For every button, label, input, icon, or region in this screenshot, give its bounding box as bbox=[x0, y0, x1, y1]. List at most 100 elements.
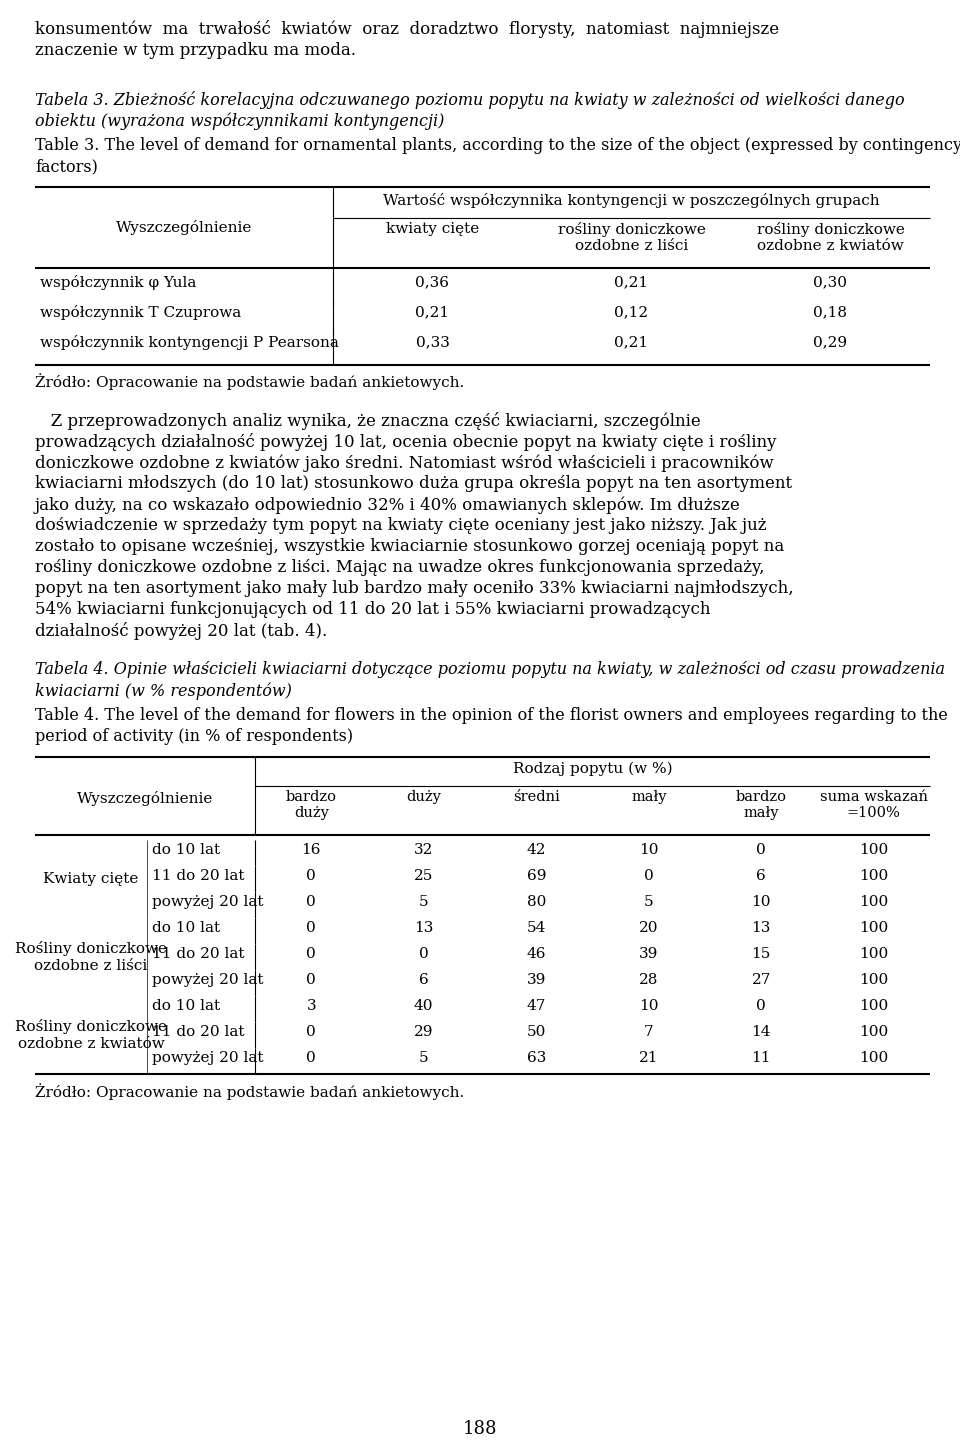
Text: 27: 27 bbox=[752, 973, 771, 987]
Text: 0,21: 0,21 bbox=[614, 274, 649, 289]
Text: 0: 0 bbox=[306, 1051, 316, 1064]
Text: rośliny doniczkowe
ozdobne z liści: rośliny doniczkowe ozdobne z liści bbox=[558, 222, 706, 253]
Text: Wartość współczynnika kontyngencji w poszczególnych grupach: Wartość współczynnika kontyngencji w pos… bbox=[383, 193, 879, 208]
Text: jako duży, na co wskazało odpowiednio 32% i 40% omawianych sklepów. Im dłuższe: jako duży, na co wskazało odpowiednio 32… bbox=[35, 497, 741, 514]
Text: Wyszczególnienie: Wyszczególnienie bbox=[116, 221, 252, 235]
Text: 15: 15 bbox=[752, 947, 771, 961]
Text: 21: 21 bbox=[639, 1051, 659, 1064]
Text: 0,21: 0,21 bbox=[416, 305, 449, 319]
Text: 6: 6 bbox=[419, 973, 428, 987]
Text: 13: 13 bbox=[414, 921, 433, 935]
Text: 0,18: 0,18 bbox=[813, 305, 848, 319]
Text: 6: 6 bbox=[756, 868, 766, 883]
Text: 5: 5 bbox=[419, 894, 428, 909]
Text: doniczkowe ozdobne z kwiatów jako średni. Natomiast wśród właścicieli i pracowni: doniczkowe ozdobne z kwiatów jako średni… bbox=[35, 454, 774, 472]
Text: do 10 lat: do 10 lat bbox=[152, 921, 220, 935]
Text: 0,36: 0,36 bbox=[416, 274, 449, 289]
Text: 63: 63 bbox=[527, 1051, 546, 1064]
Text: do 10 lat: do 10 lat bbox=[152, 844, 220, 857]
Text: 80: 80 bbox=[527, 894, 546, 909]
Text: powyżej 20 lat: powyżej 20 lat bbox=[152, 894, 263, 909]
Text: do 10 lat: do 10 lat bbox=[152, 999, 220, 1013]
Text: 11 do 20 lat: 11 do 20 lat bbox=[152, 947, 245, 961]
Text: znaczenie w tym przypadku ma moda.: znaczenie w tym przypadku ma moda. bbox=[35, 42, 356, 60]
Text: średni: średni bbox=[513, 790, 560, 804]
Text: 54: 54 bbox=[527, 921, 546, 935]
Text: Tabela 4. Opinie właścicieli kwiaciarni dotyczące poziomu popytu na kwiaty, w za: Tabela 4. Opinie właścicieli kwiaciarni … bbox=[35, 661, 945, 678]
Text: 0: 0 bbox=[644, 868, 654, 883]
Text: 40: 40 bbox=[414, 999, 434, 1013]
Text: zostało to opisane wcześniej, wszystkie kwiaciarnie stosunkowo gorzej oceniają p: zostało to opisane wcześniej, wszystkie … bbox=[35, 539, 784, 555]
Text: rośliny doniczkowe ozdobne z liści. Mając na uwadze okres funkcjonowania sprzeda: rośliny doniczkowe ozdobne z liści. Mają… bbox=[35, 559, 764, 576]
Text: 0,12: 0,12 bbox=[614, 305, 649, 319]
Text: 16: 16 bbox=[301, 844, 321, 857]
Text: 0: 0 bbox=[306, 868, 316, 883]
Text: 100: 100 bbox=[859, 1051, 888, 1064]
Text: 0: 0 bbox=[306, 973, 316, 987]
Text: 0,21: 0,21 bbox=[614, 335, 649, 348]
Text: 25: 25 bbox=[414, 868, 433, 883]
Text: period of activity (in % of respondents): period of activity (in % of respondents) bbox=[35, 727, 353, 745]
Text: 100: 100 bbox=[859, 894, 888, 909]
Text: 100: 100 bbox=[859, 999, 888, 1013]
Text: konsumentów  ma  trwałość  kwiatów  oraz  doradztwo  florysty,  natomiast  najmn: konsumentów ma trwałość kwiatów oraz dor… bbox=[35, 20, 780, 38]
Text: 28: 28 bbox=[639, 973, 659, 987]
Text: Żródło: Opracowanie na podstawie badań ankietowych.: Żródło: Opracowanie na podstawie badań a… bbox=[35, 373, 465, 389]
Text: współczynnik φ Yula: współczynnik φ Yula bbox=[40, 274, 197, 290]
Text: Tabela 3. Zbieżność korelacyjna odczuwanego poziomu popytu na kwiaty w zależnośc: Tabela 3. Zbieżność korelacyjna odczuwan… bbox=[35, 91, 904, 109]
Text: 0: 0 bbox=[306, 947, 316, 961]
Text: 7: 7 bbox=[644, 1025, 654, 1040]
Text: działalność powyżej 20 lat (tab. 4).: działalność powyżej 20 lat (tab. 4). bbox=[35, 621, 327, 640]
Text: kwiaciarni (w % respondentów): kwiaciarni (w % respondentów) bbox=[35, 682, 292, 700]
Text: 188: 188 bbox=[463, 1420, 497, 1437]
Text: 5: 5 bbox=[419, 1051, 428, 1064]
Text: Żródło: Opracowanie na podstawie badań ankietowych.: Żródło: Opracowanie na podstawie badań a… bbox=[35, 1083, 465, 1099]
Text: mały: mały bbox=[631, 790, 666, 804]
Text: Kwiaty cięte: Kwiaty cięte bbox=[43, 873, 138, 886]
Text: suma wskazań
=100%: suma wskazań =100% bbox=[820, 790, 927, 820]
Text: 10: 10 bbox=[639, 844, 659, 857]
Text: factors): factors) bbox=[35, 158, 98, 176]
Text: 20: 20 bbox=[639, 921, 659, 935]
Text: 100: 100 bbox=[859, 973, 888, 987]
Text: 100: 100 bbox=[859, 1025, 888, 1040]
Text: 0: 0 bbox=[756, 844, 766, 857]
Text: kwiaty cięte: kwiaty cięte bbox=[386, 222, 479, 237]
Text: bardzo
mały: bardzo mały bbox=[735, 790, 787, 820]
Text: 5: 5 bbox=[644, 894, 654, 909]
Text: 50: 50 bbox=[527, 1025, 546, 1040]
Text: prowadzących działalność powyżej 10 lat, ocenia obecnie popyt na kwiaty cięte i : prowadzących działalność powyżej 10 lat,… bbox=[35, 433, 777, 452]
Text: 42: 42 bbox=[526, 844, 546, 857]
Text: bardzo
duży: bardzo duży bbox=[286, 790, 337, 820]
Text: 29: 29 bbox=[414, 1025, 434, 1040]
Text: 13: 13 bbox=[752, 921, 771, 935]
Text: 10: 10 bbox=[639, 999, 659, 1013]
Text: duży: duży bbox=[406, 790, 442, 804]
Text: Rodzaj popytu (w %): Rodzaj popytu (w %) bbox=[513, 762, 672, 777]
Text: 0: 0 bbox=[306, 1025, 316, 1040]
Text: 0,29: 0,29 bbox=[813, 335, 848, 348]
Text: Table 3. The level of demand for ornamental plants, according to the size of the: Table 3. The level of demand for ornamen… bbox=[35, 136, 960, 154]
Text: 0,30: 0,30 bbox=[813, 274, 848, 289]
Text: 0,33: 0,33 bbox=[416, 335, 449, 348]
Text: doświadczenie w sprzedaży tym popyt na kwiaty cięte oceniany jest jako niższy. J: doświadczenie w sprzedaży tym popyt na k… bbox=[35, 517, 766, 534]
Text: 39: 39 bbox=[639, 947, 659, 961]
Text: współczynnik T Czuprowa: współczynnik T Czuprowa bbox=[40, 305, 241, 319]
Text: Rośliny doniczkowe
ozdobne z liści: Rośliny doniczkowe ozdobne z liści bbox=[15, 941, 167, 973]
Text: 46: 46 bbox=[526, 947, 546, 961]
Text: 11 do 20 lat: 11 do 20 lat bbox=[152, 868, 245, 883]
Text: 100: 100 bbox=[859, 844, 888, 857]
Text: 14: 14 bbox=[752, 1025, 771, 1040]
Text: powyżej 20 lat: powyżej 20 lat bbox=[152, 973, 263, 987]
Text: popyt na ten asortyment jako mały lub bardzo mały oceniło 33% kwiaciarni najmłod: popyt na ten asortyment jako mały lub ba… bbox=[35, 579, 794, 597]
Text: Table 4. The level of the demand for flowers in the opinion of the florist owner: Table 4. The level of the demand for flo… bbox=[35, 707, 948, 725]
Text: 0: 0 bbox=[306, 921, 316, 935]
Text: Z przeprowadzonych analiz wynika, że znaczna część kwiaciarni, szczególnie: Z przeprowadzonych analiz wynika, że zna… bbox=[35, 412, 701, 430]
Text: 100: 100 bbox=[859, 868, 888, 883]
Text: 100: 100 bbox=[859, 921, 888, 935]
Text: obiektu (wyrażona współczynnikami kontyngencji): obiektu (wyrażona współczynnikami kontyn… bbox=[35, 112, 444, 129]
Text: 39: 39 bbox=[527, 973, 546, 987]
Text: 11: 11 bbox=[752, 1051, 771, 1064]
Text: 0: 0 bbox=[419, 947, 428, 961]
Text: rośliny doniczkowe
ozdobne z kwiatów: rośliny doniczkowe ozdobne z kwiatów bbox=[756, 222, 904, 253]
